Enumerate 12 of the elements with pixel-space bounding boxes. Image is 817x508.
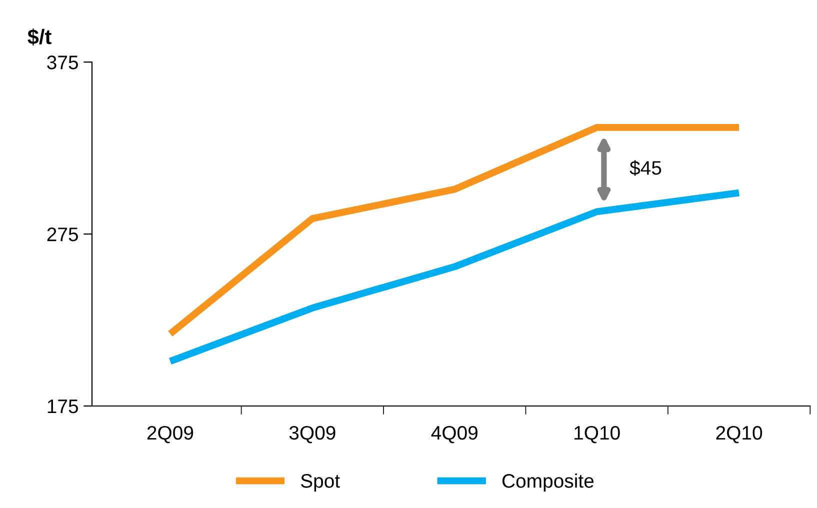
- x-tick-label: 1Q10: [574, 426, 620, 444]
- annotation: $45: [630, 160, 662, 176]
- y-tick-label: 375: [47, 56, 78, 70]
- y-tick-label: 275: [47, 228, 78, 242]
- legend-label: Composite: [502, 474, 594, 492]
- y-tick-label: 175: [48, 400, 78, 414]
- x-tick-label: 2Q10: [716, 426, 762, 444]
- y-axis-title: $/t: [28, 28, 52, 46]
- x-tick-label: 4Q09: [431, 426, 478, 444]
- legend-label: Spot: [300, 474, 340, 492]
- x-tick-label: 3Q09: [289, 426, 336, 444]
- x-tick-label: 2Q09: [147, 426, 194, 444]
